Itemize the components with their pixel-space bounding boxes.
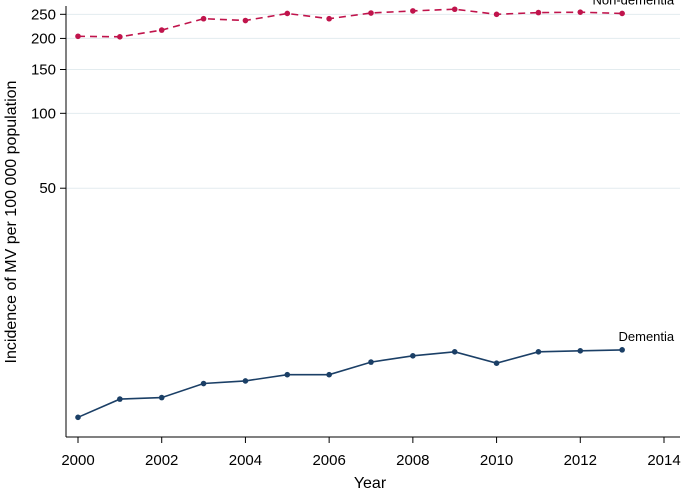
x-tick-label: 2004 xyxy=(229,452,262,469)
gridlines xyxy=(66,13,680,189)
dementia-point xyxy=(200,380,207,387)
x-tick-label: 2006 xyxy=(312,452,345,469)
series: Non-dementia Dementia xyxy=(75,0,675,421)
non-dementia-point xyxy=(200,15,207,22)
x-tick-label: 2014 xyxy=(647,452,680,469)
dementia-series-line xyxy=(77,349,623,419)
y-tick-label: 150 xyxy=(31,62,56,79)
non-dementia-point xyxy=(326,15,332,22)
dementia-point xyxy=(535,349,542,355)
y-tick-label: 50 xyxy=(39,180,56,197)
non-dementia-point xyxy=(242,17,249,24)
y-ticks: 50 100 150 200 250 xyxy=(31,6,66,197)
x-tick-label: 2010 xyxy=(480,452,513,469)
dementia-point xyxy=(493,360,500,366)
y-tick-label: 200 xyxy=(31,30,56,47)
axes xyxy=(65,6,680,438)
non-dementia-point xyxy=(619,10,625,17)
non-dementia-point xyxy=(535,9,542,16)
x-ticks: 2000 2002 2004 2006 2008 2010 2012 2014 xyxy=(61,437,681,469)
x-tick-label: 2002 xyxy=(145,452,178,469)
non-dementia-point xyxy=(284,10,291,17)
x-axis-title: Year xyxy=(354,475,387,490)
dementia-point xyxy=(368,359,374,365)
dementia-label: Dementia xyxy=(619,329,675,344)
non-dementia-point xyxy=(158,27,165,33)
non-dementia-point xyxy=(368,10,374,16)
y-axis-title: Incidence of MV per 100 000 population xyxy=(3,81,20,364)
non-dementia-series-line xyxy=(77,8,623,38)
y-tick-label: 100 xyxy=(31,105,56,122)
dementia-point xyxy=(242,378,249,384)
dementia-point xyxy=(577,348,584,354)
non-dementia-point xyxy=(451,6,458,13)
x-tick-label: 2008 xyxy=(396,452,429,469)
non-dementia-point xyxy=(117,34,123,40)
x-tick-label: 2012 xyxy=(564,452,597,469)
dementia-point xyxy=(619,347,625,353)
dementia-point xyxy=(284,371,291,378)
dementia-point xyxy=(75,414,81,421)
dementia-point xyxy=(158,394,165,401)
non-dementia-point xyxy=(75,33,81,40)
non-dementia-label: Non-dementia xyxy=(592,0,674,7)
dementia-point xyxy=(451,349,458,355)
dementia-point xyxy=(117,396,123,402)
x-tick-label: 2000 xyxy=(61,452,94,469)
non-dementia-point xyxy=(410,8,416,14)
y-tick-label: 250 xyxy=(31,6,56,23)
dementia-point xyxy=(326,371,332,378)
non-dementia-point xyxy=(577,9,584,15)
non-dementia-point xyxy=(493,11,500,18)
dementia-point xyxy=(410,353,416,359)
